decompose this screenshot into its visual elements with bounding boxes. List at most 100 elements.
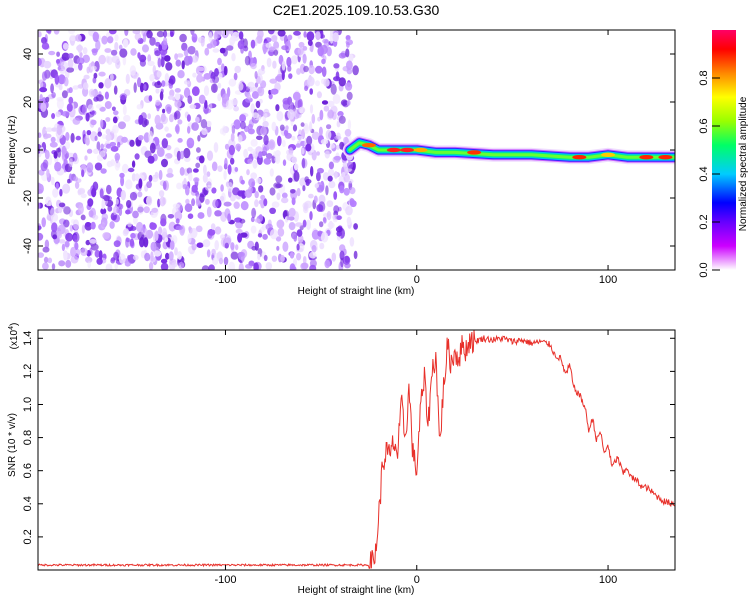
- noise-blob: [154, 230, 159, 241]
- noise-blob: [129, 65, 137, 76]
- noise-blob: [91, 65, 97, 71]
- noise-blob: [115, 198, 119, 205]
- noise-blob: [57, 230, 63, 239]
- noise-blob: [68, 30, 76, 35]
- noise-blob: [137, 135, 144, 141]
- noise-blob: [316, 91, 322, 99]
- noise-blob: [260, 194, 266, 201]
- noise-blob: [139, 237, 145, 248]
- noise-blob: [105, 128, 111, 135]
- noise-blob: [237, 233, 243, 243]
- noise-blob: [137, 52, 141, 59]
- noise-blob: [268, 30, 275, 35]
- noise-blob: [39, 87, 48, 93]
- noise-blob: [319, 221, 324, 228]
- noise-blob: [296, 229, 303, 237]
- noise-blob: [212, 257, 219, 266]
- noise-blob: [345, 35, 351, 41]
- noise-blob: [286, 56, 292, 67]
- noise-blob: [316, 171, 321, 182]
- noise-blob: [38, 225, 42, 231]
- noise-blob: [339, 141, 345, 150]
- noise-blob: [285, 125, 289, 131]
- noise-blob: [317, 46, 325, 57]
- noise-blob: [125, 237, 131, 243]
- noise-blob: [83, 74, 90, 80]
- noise-blob: [67, 58, 74, 69]
- noise-blob: [250, 149, 257, 154]
- noise-blob: [252, 159, 258, 169]
- noise-blob: [169, 240, 175, 250]
- noise-blob: [353, 250, 358, 260]
- noise-blob: [168, 251, 174, 261]
- noise-blob: [61, 90, 68, 99]
- noise-blob: [334, 170, 338, 179]
- noise-blob: [61, 52, 70, 61]
- noise-blob: [345, 82, 353, 91]
- noise-blob: [90, 221, 96, 230]
- noise-blob: [99, 188, 104, 199]
- spectrogram-y-label: Frequency (Hz): [7, 116, 18, 185]
- noise-blob: [225, 99, 234, 110]
- noise-blob: [54, 161, 62, 172]
- noise-blob: [210, 223, 216, 230]
- noise-blob: [51, 92, 56, 98]
- noise-blob: [44, 150, 50, 160]
- y-tick-label: 0.4: [22, 496, 34, 511]
- noise-blob: [235, 244, 239, 251]
- noise-blob: [142, 44, 149, 53]
- noise-blob: [91, 187, 97, 198]
- noise-blob: [309, 88, 314, 95]
- noise-blob: [88, 210, 94, 218]
- noise-blob: [40, 102, 47, 112]
- noise-blob: [73, 176, 78, 182]
- noise-blob: [212, 48, 220, 53]
- colorbar-gradient: [712, 30, 736, 270]
- noise-blob: [156, 147, 165, 158]
- noise-blob: [228, 144, 235, 156]
- noise-blob: [323, 78, 330, 87]
- noise-blob: [161, 158, 168, 168]
- noise-blob: [196, 242, 204, 248]
- noise-blob: [80, 214, 86, 221]
- x-tick-label: -100: [214, 274, 236, 286]
- noise-blob: [105, 117, 111, 122]
- noise-blob: [211, 161, 218, 172]
- noise-blob: [282, 159, 287, 166]
- noise-blob: [143, 83, 147, 91]
- noise-blob: [58, 260, 66, 267]
- noise-blob: [233, 201, 240, 209]
- noise-blob: [238, 251, 246, 261]
- noise-blob: [161, 80, 166, 87]
- noise-blob: [193, 177, 200, 183]
- noise-blob: [110, 145, 119, 152]
- noise-blob: [248, 178, 256, 188]
- noise-blob: [45, 96, 50, 103]
- noise-blob: [106, 160, 113, 168]
- noise-blob: [341, 171, 346, 178]
- noise-blob: [332, 93, 341, 105]
- noise-blob: [237, 190, 246, 197]
- noise-blob: [212, 199, 219, 209]
- noise-blob: [186, 137, 195, 149]
- y-tick-label: 1.0: [22, 397, 34, 412]
- noise-blob: [302, 53, 307, 64]
- spectrogram-x-axis: -100 0 100: [214, 30, 617, 286]
- signal-hotspot: [601, 152, 616, 157]
- noise-blob: [112, 116, 118, 124]
- noise-blob: [298, 41, 305, 48]
- noise-blob: [98, 250, 103, 260]
- signal-hotspot: [639, 155, 654, 160]
- noise-blob: [148, 135, 154, 145]
- noise-blob: [47, 257, 53, 264]
- noise-blob: [119, 48, 128, 58]
- noise-blob: [318, 201, 326, 213]
- noise-blob: [235, 143, 242, 151]
- noise-blob: [230, 242, 235, 251]
- noise-blob: [154, 81, 163, 89]
- noise-blob: [43, 256, 49, 263]
- noise-blob: [156, 70, 162, 78]
- noise-blob: [257, 68, 266, 75]
- noise-blob: [179, 150, 185, 160]
- noise-blob: [256, 75, 261, 84]
